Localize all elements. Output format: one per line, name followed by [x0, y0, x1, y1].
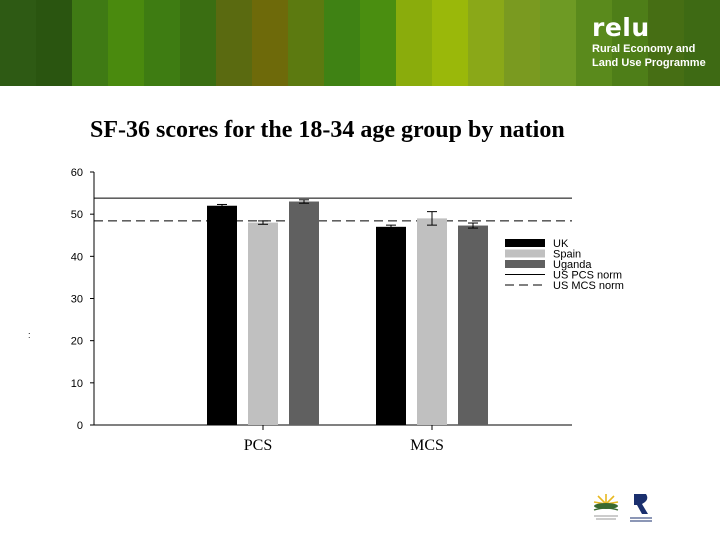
legend-label-US-MCS-norm: US MCS norm	[553, 280, 624, 292]
bar-PCS-Spain	[248, 222, 278, 425]
y-tick-label-40: 40	[71, 251, 83, 263]
bar-MCS-UK	[376, 226, 406, 425]
legend-label-US-PCS-norm: US PCS norm	[553, 270, 622, 282]
banner-stripe-17	[612, 0, 648, 86]
banner-stripe-16	[576, 0, 612, 86]
legend-label-UK: UK	[553, 238, 569, 250]
bar-PCS-UK	[207, 205, 237, 425]
banner-stripe-3	[108, 0, 144, 86]
header-banner	[0, 0, 720, 86]
brand-name: relu	[592, 13, 650, 42]
y-tick-label-60: 60	[71, 167, 83, 179]
legend-swatch-UK	[505, 239, 545, 247]
banner-stripe-19	[684, 0, 720, 86]
banner-stripe-10	[360, 0, 396, 86]
banner-stripe-7	[252, 0, 288, 86]
bar-PCS-Uganda	[289, 201, 319, 425]
banner-stripe-4	[144, 0, 180, 86]
banner-stripe-14	[504, 0, 540, 86]
legend-swatch-Spain	[505, 249, 545, 258]
banner-stripe-1	[36, 0, 72, 86]
y-tick-label-10: 10	[71, 378, 83, 390]
footer-logos	[593, 494, 652, 522]
banner-stripe-15	[540, 0, 576, 86]
legend-label-Spain: Spain	[553, 249, 581, 261]
legend-swatch-Uganda	[505, 260, 545, 268]
banner-stripe-6	[216, 0, 252, 86]
research-councils-logo-icon	[630, 494, 652, 522]
x-tick-label-PCS: PCS	[244, 437, 272, 454]
y-tick-label-20: 20	[71, 336, 83, 348]
brand-subtitle-line2: Land Use Programme	[592, 57, 706, 69]
sun-logo-icon	[593, 494, 619, 520]
stray-mark: :	[28, 330, 31, 340]
relu-logo: relu Rural Economy and Land Use Programm…	[592, 14, 706, 70]
y-tick-label-50: 50	[71, 209, 83, 221]
legend-label-Uganda: Uganda	[553, 259, 592, 271]
banner-stripe-11	[396, 0, 432, 86]
y-tick-label-30: 30	[71, 294, 83, 306]
banner-stripe-9	[324, 0, 360, 86]
banner-stripe-5	[180, 0, 216, 86]
bar-MCS-Spain	[417, 218, 447, 425]
banner-stripe-0	[0, 0, 36, 86]
x-tick-label-MCS: MCS	[410, 437, 444, 454]
banner-stripe-18	[648, 0, 684, 86]
banner-stripe-12	[432, 0, 468, 86]
banner-stripe-8	[288, 0, 324, 86]
brand-subtitle-line1: Rural Economy and	[592, 43, 696, 55]
bar-MCS-Uganda	[458, 225, 488, 425]
banner-stripe-2	[72, 0, 108, 86]
banner-stripe-13	[468, 0, 504, 86]
slide-title: SF-36 scores for the 18-34 age group by …	[90, 117, 565, 143]
y-tick-label-0: 0	[77, 420, 83, 432]
